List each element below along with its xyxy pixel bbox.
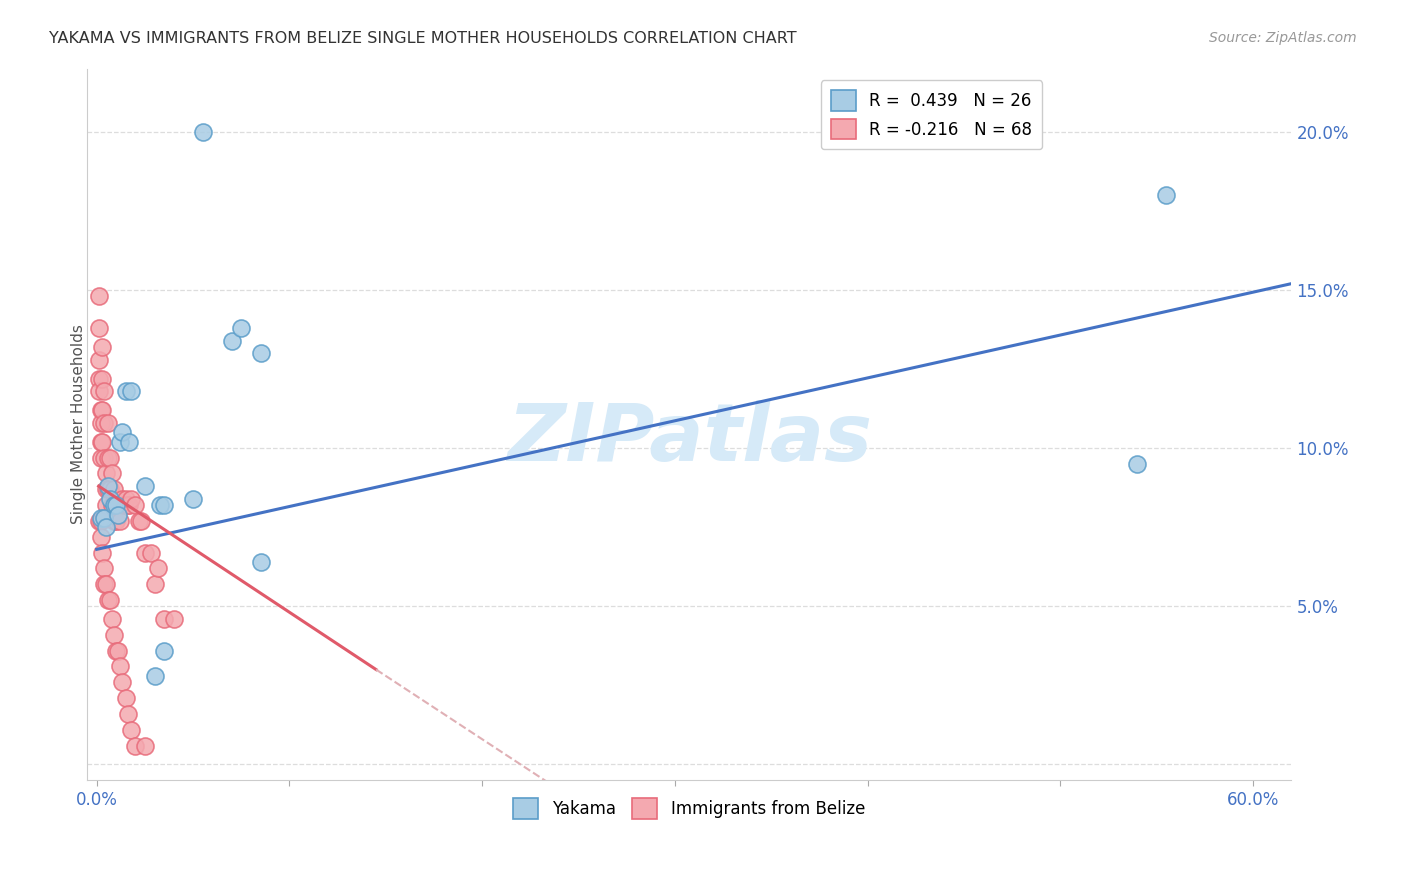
Point: [231, 321, 253, 335]
Point: [1154, 188, 1177, 202]
Point: [87, 514, 110, 528]
Point: [108, 434, 131, 449]
Point: [93, 450, 115, 465]
Point: [91, 340, 114, 354]
Point: [112, 498, 135, 512]
Point: [96, 577, 118, 591]
Point: [249, 346, 271, 360]
Point: [108, 659, 131, 673]
Point: [96, 467, 118, 481]
Point: [90, 530, 112, 544]
Point: [191, 125, 214, 139]
Point: [87, 352, 110, 367]
Point: [103, 482, 125, 496]
Point: [134, 479, 156, 493]
Point: [91, 371, 114, 385]
Point: [143, 577, 166, 591]
Point: [97, 479, 120, 493]
Point: [148, 561, 170, 575]
Point: [103, 498, 125, 512]
Point: [114, 384, 136, 399]
Point: [181, 491, 204, 506]
Point: [117, 706, 139, 721]
Point: [249, 555, 271, 569]
Text: YAKAMA VS IMMIGRANTS FROM BELIZE SINGLE MOTHER HOUSEHOLDS CORRELATION CHART: YAKAMA VS IMMIGRANTS FROM BELIZE SINGLE …: [49, 31, 797, 46]
Point: [93, 577, 115, 591]
Point: [107, 643, 129, 657]
Text: ZIPatlas: ZIPatlas: [506, 400, 872, 477]
Point: [90, 514, 112, 528]
Point: [111, 491, 134, 506]
Point: [98, 450, 121, 465]
Point: [101, 467, 124, 481]
Point: [90, 434, 112, 449]
Point: [129, 514, 152, 528]
Y-axis label: Single Mother Households: Single Mother Households: [72, 325, 86, 524]
Point: [114, 491, 136, 506]
Point: [93, 510, 115, 524]
Point: [93, 416, 115, 430]
Point: [87, 371, 110, 385]
Point: [90, 403, 112, 417]
Point: [149, 498, 172, 512]
Point: [98, 593, 121, 607]
Point: [97, 482, 120, 496]
Point: [134, 545, 156, 559]
Point: [111, 675, 134, 690]
Point: [107, 508, 129, 522]
Point: [103, 514, 125, 528]
Point: [101, 612, 124, 626]
Point: [93, 384, 115, 399]
Point: [111, 425, 134, 440]
Point: [90, 416, 112, 430]
Point: [87, 384, 110, 399]
Point: [91, 545, 114, 559]
Point: [103, 628, 125, 642]
Point: [139, 545, 162, 559]
Point: [104, 514, 127, 528]
Point: [91, 434, 114, 449]
Point: [143, 669, 166, 683]
Point: [153, 498, 176, 512]
Point: [134, 739, 156, 753]
Legend: Yakama, Immigrants from Belize: Yakama, Immigrants from Belize: [506, 792, 872, 825]
Point: [104, 643, 127, 657]
Point: [97, 450, 120, 465]
Point: [124, 498, 146, 512]
Point: [114, 691, 136, 706]
Point: [96, 482, 118, 496]
Point: [97, 416, 120, 430]
Point: [124, 739, 146, 753]
Point: [118, 434, 141, 449]
Point: [108, 498, 131, 512]
Point: [91, 403, 114, 417]
Point: [117, 498, 139, 512]
Point: [128, 514, 150, 528]
Point: [104, 498, 127, 512]
Point: [120, 491, 142, 506]
Point: [90, 450, 112, 465]
Point: [96, 498, 118, 512]
Point: [87, 321, 110, 335]
Point: [93, 561, 115, 575]
Point: [98, 491, 121, 506]
Point: [1126, 457, 1149, 471]
Point: [96, 520, 118, 534]
Point: [153, 643, 176, 657]
Point: [98, 482, 121, 496]
Point: [120, 723, 142, 737]
Point: [97, 593, 120, 607]
Point: [87, 289, 110, 303]
Point: [163, 612, 186, 626]
Point: [101, 498, 124, 512]
Point: [104, 498, 127, 512]
Point: [221, 334, 243, 348]
Text: Source: ZipAtlas.com: Source: ZipAtlas.com: [1209, 31, 1357, 45]
Point: [120, 384, 142, 399]
Point: [90, 510, 112, 524]
Point: [118, 498, 141, 512]
Point: [153, 612, 176, 626]
Point: [108, 514, 131, 528]
Point: [107, 498, 129, 512]
